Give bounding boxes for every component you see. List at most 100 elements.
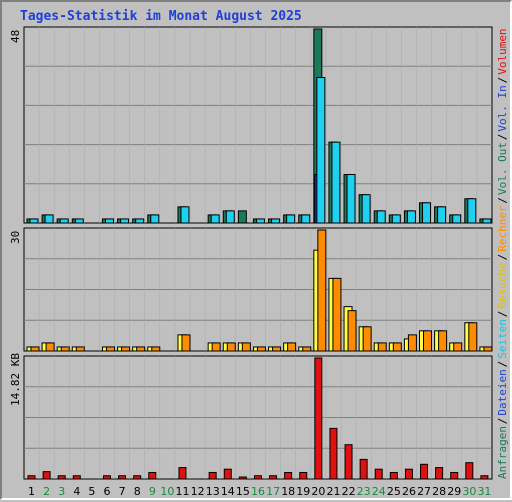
bar-volumen-day-26 <box>404 468 413 480</box>
bar-seiten-day-7 <box>120 218 130 224</box>
bar-seiten-day-26 <box>406 210 416 224</box>
x-tick-label-6: 6 <box>104 485 111 498</box>
bar-volumen-day-14 <box>223 468 232 480</box>
bar-volumen-day-9 <box>148 471 157 480</box>
chart-legend <box>494 24 512 494</box>
x-tick-label-9: 9 <box>149 485 156 498</box>
y-max-label: 14.82 KB <box>9 353 22 406</box>
bar-seiten-day-20 <box>316 77 326 224</box>
bar-volumen-day-18 <box>284 471 293 480</box>
bar-seiten-day-3 <box>59 218 69 224</box>
legend-item: Vol. Out <box>496 142 509 195</box>
chart-title: Tages-Statistik im Monat August 2025 <box>20 9 302 24</box>
bar-rechner-day-20 <box>317 229 327 352</box>
bar-volumen-day-13 <box>208 471 217 480</box>
bar-rechner-day-16 <box>256 346 266 352</box>
bar-rechner-day-15 <box>241 342 251 352</box>
bar-volumen-day-24 <box>374 468 383 480</box>
bar-volumen-day-15 <box>238 476 247 480</box>
x-tick-label-11: 11 <box>176 485 190 498</box>
bar-seiten-day-22 <box>346 174 356 224</box>
x-tick-label-24: 24 <box>372 485 386 498</box>
x-tick-label-22: 22 <box>342 485 356 498</box>
bar-rechner-day-28 <box>438 330 448 352</box>
bar-anfragen-day-15 <box>237 210 247 224</box>
bar-seiten-day-2 <box>44 214 54 224</box>
bar-seiten-day-19 <box>301 214 311 224</box>
x-tick-label-16: 16 <box>251 485 265 498</box>
bar-volumen-day-17 <box>269 475 278 480</box>
bar-rechner-day-14 <box>226 342 236 352</box>
bar-rechner-day-31 <box>483 346 493 352</box>
bar-seiten-day-21 <box>331 141 341 224</box>
bar-rechner-day-17 <box>272 346 282 352</box>
x-tick-label-17: 17 <box>266 485 280 498</box>
x-tick-label-30: 30 <box>462 485 476 498</box>
legend-item: / <box>496 254 509 261</box>
bar-seiten-day-16 <box>255 218 265 224</box>
bar-volumen-day-16 <box>253 475 262 480</box>
bar-volumen-day-22 <box>344 444 353 480</box>
bar-seiten-day-8 <box>135 218 145 224</box>
legend-item: Rechner <box>496 205 509 252</box>
bar-seiten-day-18 <box>286 214 296 224</box>
bar-seiten-day-4 <box>74 218 84 224</box>
x-tick-label-20: 20 <box>311 485 325 498</box>
bar-seiten-day-1 <box>29 218 39 224</box>
legend-item: Volumen <box>496 28 509 74</box>
bar-rechner-day-26 <box>407 334 417 352</box>
bar-seiten-day-17 <box>271 218 281 224</box>
legend-item: Seiten <box>496 319 509 359</box>
bar-volumen-day-25 <box>389 471 398 480</box>
legend-item: / <box>496 311 509 318</box>
bar-volumen-day-29 <box>450 471 459 480</box>
legend-item: / <box>496 197 509 204</box>
bar-rechner-day-1 <box>30 346 40 352</box>
y-max-label: 30 <box>9 231 22 244</box>
bar-volumen-day-2 <box>42 471 51 480</box>
bar-rechner-day-2 <box>45 342 55 352</box>
legend-item: / <box>496 77 509 84</box>
bar-volumen-day-11 <box>178 467 187 480</box>
panel-frame <box>23 26 493 224</box>
bar-rechner-day-11 <box>181 334 191 352</box>
bar-seiten-day-29 <box>452 214 462 224</box>
bar-rechner-day-25 <box>392 342 402 352</box>
bar-seiten-day-30 <box>467 198 477 224</box>
x-tick-label-28: 28 <box>432 485 446 498</box>
bar-volumen-day-20 <box>314 357 323 480</box>
x-tick-label-18: 18 <box>281 485 295 498</box>
x-tick-label-29: 29 <box>447 485 461 498</box>
x-tick-label-21: 21 <box>326 485 340 498</box>
bar-volumen-day-21 <box>329 427 338 480</box>
y-max-label: 48 <box>9 30 22 43</box>
bar-rechner-day-22 <box>347 310 357 352</box>
bar-volumen-day-6 <box>102 475 111 480</box>
bar-seiten-day-27 <box>422 202 432 224</box>
x-tick-label-5: 5 <box>88 485 95 498</box>
bar-volumen-day-28 <box>435 467 444 480</box>
legend-item: Dateien <box>496 369 509 415</box>
bar-rechner-day-19 <box>302 346 312 352</box>
x-tick-label-10: 10 <box>160 485 174 498</box>
legend-item: / <box>496 134 509 141</box>
legend-item: / <box>496 418 509 425</box>
bar-volumen-day-30 <box>465 462 474 480</box>
bar-rechner-day-9 <box>151 346 161 352</box>
bar-volumen-day-7 <box>118 475 127 480</box>
x-tick-label-26: 26 <box>402 485 416 498</box>
x-tick-label-7: 7 <box>119 485 126 498</box>
bar-seiten-day-14 <box>225 210 235 224</box>
bar-volumen-day-27 <box>420 463 429 480</box>
x-tick-label-15: 15 <box>236 485 250 498</box>
legend-item: / <box>496 361 509 368</box>
bar-seiten-day-31 <box>482 218 492 224</box>
bar-volumen-day-23 <box>359 458 368 480</box>
bar-rechner-day-7 <box>121 346 131 352</box>
bar-rechner-day-27 <box>423 330 433 352</box>
x-tick-label-27: 27 <box>417 485 431 498</box>
bar-rechner-day-23 <box>362 326 372 352</box>
bar-seiten-day-13 <box>210 214 220 224</box>
